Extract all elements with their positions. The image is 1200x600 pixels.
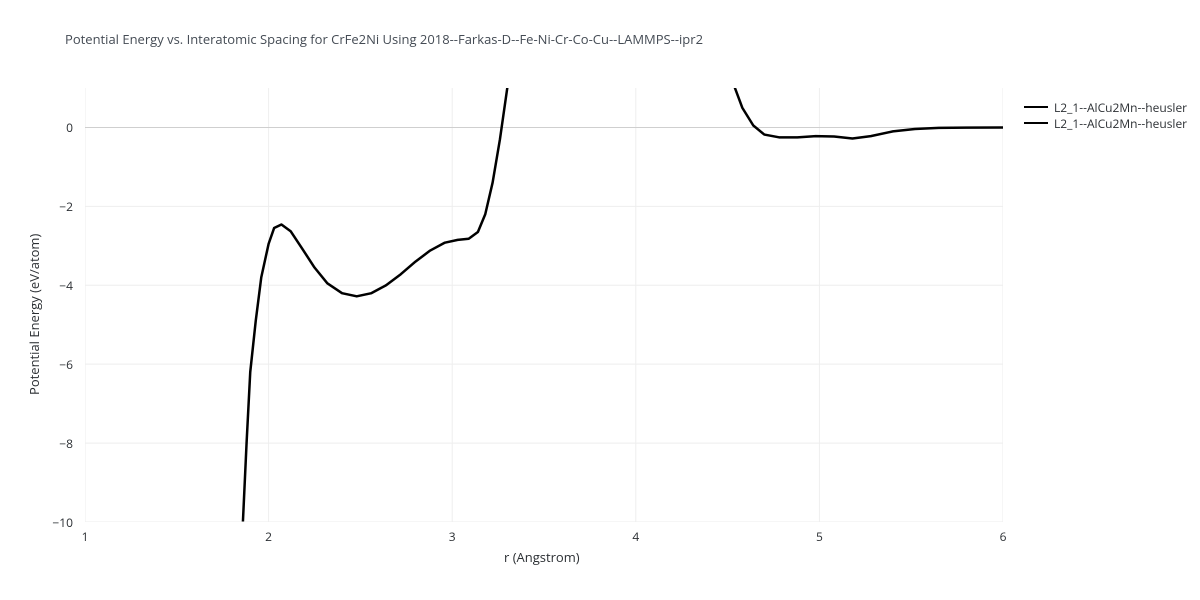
x-tick-label: 3 bbox=[449, 528, 456, 545]
x-axis-label: r (Angstrom) bbox=[504, 548, 580, 566]
legend-label: L2_1--AlCu2Mn--heusler bbox=[1054, 115, 1187, 132]
y-tick-label: −10 bbox=[0, 514, 73, 531]
chart-title: Potential Energy vs. Interatomic Spacing… bbox=[65, 30, 703, 48]
y-tick-label: −4 bbox=[0, 277, 73, 294]
y-tick-label: −2 bbox=[0, 198, 73, 215]
legend-item[interactable]: L2_1--AlCu2Mn--heusler bbox=[1024, 115, 1187, 131]
legend: L2_1--AlCu2Mn--heuslerL2_1--AlCu2Mn--heu… bbox=[1024, 99, 1187, 131]
plot-area[interactable] bbox=[85, 88, 1003, 522]
x-tick-label: 6 bbox=[1000, 528, 1007, 545]
y-tick-label: 0 bbox=[0, 119, 73, 136]
y-tick-label: −8 bbox=[0, 435, 73, 452]
legend-label: L2_1--AlCu2Mn--heusler bbox=[1054, 99, 1187, 116]
legend-swatch bbox=[1024, 106, 1048, 108]
y-tick-label: −6 bbox=[0, 356, 73, 373]
x-tick-label: 2 bbox=[265, 528, 272, 545]
chart-container: Potential Energy vs. Interatomic Spacing… bbox=[0, 0, 1200, 600]
legend-swatch bbox=[1024, 122, 1048, 124]
x-tick-label: 1 bbox=[82, 528, 89, 545]
legend-item[interactable]: L2_1--AlCu2Mn--heusler bbox=[1024, 99, 1187, 115]
x-tick-label: 4 bbox=[632, 528, 639, 545]
x-tick-label: 5 bbox=[816, 528, 823, 545]
